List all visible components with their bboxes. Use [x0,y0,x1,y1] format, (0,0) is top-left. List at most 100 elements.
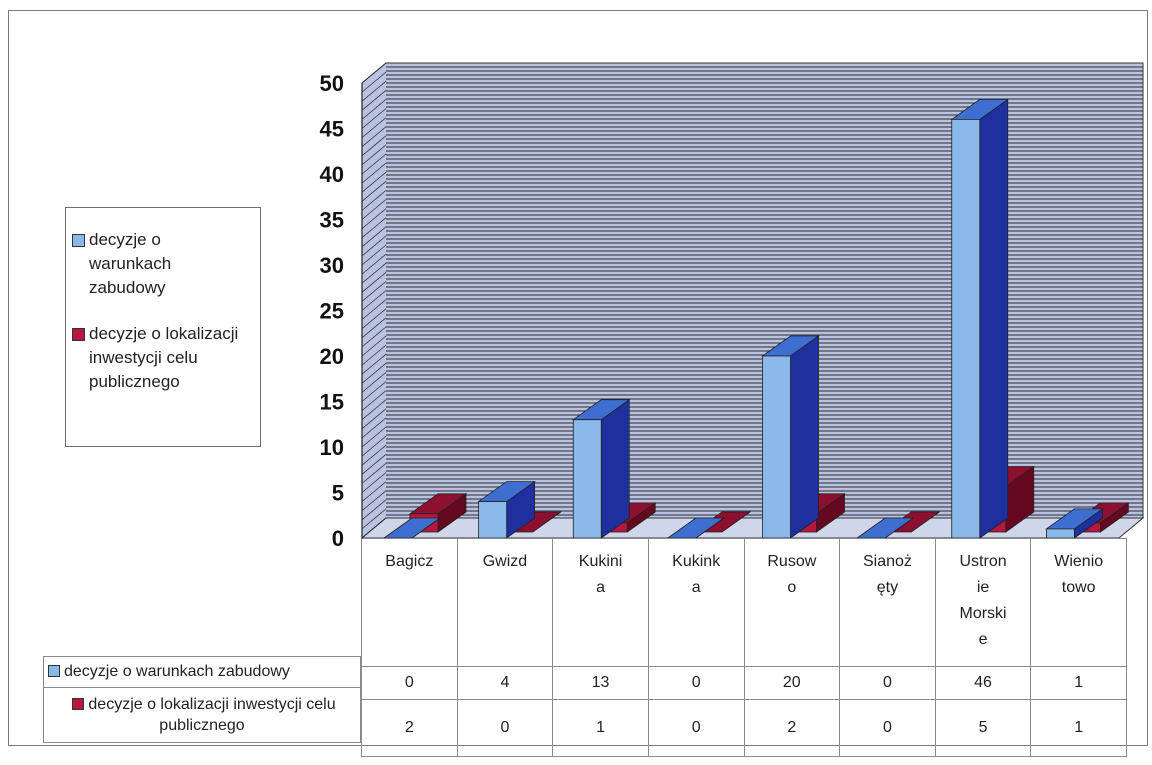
y-tick-label: 10 [320,435,344,460]
table-swatch-series1 [48,665,60,677]
side-wall-hatch [361,308,387,329]
y-tick-label: 40 [320,162,344,187]
side-wall-hatch [361,281,387,302]
side-wall-hatch [361,290,387,311]
table-row-series1: 0 4 13 0 20 0 46 1 [361,666,1127,700]
table-row-label-series2: decyzje o lokalizacji inwestycji celu pu… [43,687,361,743]
table-cell-series2: 1 [552,699,649,757]
category-label-gwizd: Gwizd [456,538,554,667]
side-wall-hatch [361,408,387,430]
side-wall-hatch [361,272,387,293]
side-wall-hatch [361,426,387,448]
side-wall-hatch [361,390,387,411]
table-cell-series2: 0 [839,699,936,757]
side-wall-hatch [361,153,387,175]
y-tick-label: 15 [320,390,344,415]
side-wall-hatch [361,126,387,147]
side-wall-hatch [361,208,387,229]
y-tick-label: 30 [320,253,344,278]
side-wall-hatch [361,435,387,457]
category-label-line: Kukink [672,553,721,570]
table-cell-series2: 1 [1030,699,1127,757]
category-label-line: Ustron [959,553,1007,570]
side-wall-hatch [361,472,387,493]
y-tick-label: 20 [320,344,344,369]
category-row: Bagicz Gwizd Kukini a Kukink a Rusow o Sianoż ęty… [361,538,1127,667]
side-wall-hatch [361,181,387,202]
table-row-label-series1: decyzje o warunkach zabudowy [43,656,361,688]
side-wall-hatch [361,171,387,193]
side-wall-hatch [361,226,387,248]
side-wall-hatch [361,363,387,384]
category-label-line: towo [1061,579,1096,596]
table-swatch-series2 [72,698,85,710]
category-label-line: Bagicz [385,553,434,570]
side-wall-hatch [361,144,387,166]
side-wall-hatch [361,499,387,521]
category-label-kukinka: Kukink a [647,538,745,667]
bar-series1-ustronie-morskie-side [979,98,1009,539]
bar-series1-wieniotowo [1045,528,1075,539]
table-cell-series2: 2 [361,699,458,757]
bar-series1-ustronie-morskie [951,119,981,539]
side-wall-hatch [361,299,387,320]
category-label-line: Gwizd [482,553,528,570]
category-label-bagicz: Bagicz [361,538,458,667]
legend-swatch-series1 [72,234,85,247]
legend-label-series1: decyzje o warunkach zabudowy [89,230,172,297]
y-tick-label: 5 [332,481,344,506]
side-wall-hatch [361,135,387,157]
category-label-line: Rusow [767,553,817,570]
category-label-ustronie-morskie: Ustron ie Morski e [934,538,1032,667]
side-wall-hatch [361,381,387,402]
y-tick-label: 0 [332,526,344,551]
legend-item-series1: decyzje o warunkach zabudowy [72,228,254,300]
table-cell-series2: 0 [456,699,554,757]
bar-series1-rusowo [762,355,791,539]
table-cell-series1: 4 [456,666,554,700]
data-table: Bagicz Gwizd Kukini a Kukink a Rusow o Sianoż ęty… [361,538,1127,757]
table-cell-series1: 20 [743,666,841,700]
side-wall-hatch [361,353,387,375]
y-tick-label: 45 [320,117,344,142]
side-wall-hatch [361,62,387,84]
category-label-line: a [691,579,701,596]
category-label-line: Sianoż [862,553,912,570]
side-wall-hatch [361,162,387,184]
chart-frame: 0 5 10 15 20 25 30 35 40 45 50 decyzje o warunkach… [8,10,1148,746]
side-wall-hatch [361,417,387,439]
side-wall-hatch [361,335,387,357]
bar-series1-kukinia [572,419,602,539]
side-wall-hatch [361,253,387,275]
side-wall-hatch [361,117,387,138]
legend-swatch-series2 [72,328,85,341]
category-label-line: Kukini [578,553,623,570]
bar-series1-kukinia-side [600,398,630,539]
category-label-rusowo: Rusow o [743,538,841,667]
table-cell-series2: 5 [934,699,1032,757]
side-wall-hatch [361,517,387,539]
category-label-line: ie [976,579,990,596]
table-cell-series1: 0 [647,666,745,700]
y-tick-label: 50 [320,71,344,96]
category-label-line: ęty [876,579,899,596]
side-wall-hatch [361,399,387,420]
side-wall-hatch [361,71,387,93]
side-wall-hatch [361,463,387,484]
category-label-kukinia: Kukini a [552,538,649,667]
side-wall-hatch [361,262,387,284]
table-cell-series1: 46 [934,666,1032,700]
table-cell-series1: 13 [552,666,649,700]
y-tick-label: 25 [320,299,344,324]
side-wall-hatch [361,199,387,220]
legend-item-series2: decyzje o lokalizacji inwestycji celu pu… [72,322,254,394]
y-tick-label: 35 [320,208,344,233]
category-label-line: a [596,579,606,596]
chart-plot: 0 5 10 15 20 25 30 35 40 45 50 [320,62,1145,551]
table-cell-series2: 0 [647,699,745,757]
side-wall-hatch [361,108,387,129]
side-wall-hatch [361,217,387,238]
side-wall-hatch [361,317,387,339]
category-label-sianożęty: Sianoż ęty [839,538,936,667]
